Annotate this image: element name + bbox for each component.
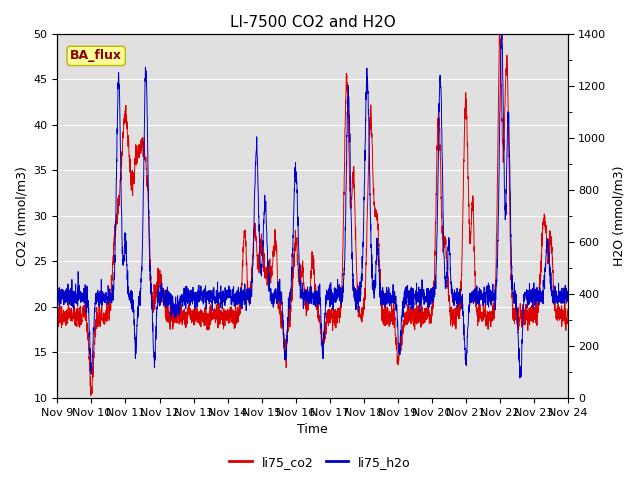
Y-axis label: CO2 (mmol/m3): CO2 (mmol/m3) bbox=[15, 166, 28, 266]
Title: LI-7500 CO2 and H2O: LI-7500 CO2 and H2O bbox=[230, 15, 396, 30]
Y-axis label: H2O (mmol/m3): H2O (mmol/m3) bbox=[612, 166, 625, 266]
X-axis label: Time: Time bbox=[297, 423, 328, 436]
Legend: li75_co2, li75_h2o: li75_co2, li75_h2o bbox=[224, 451, 416, 474]
Text: BA_flux: BA_flux bbox=[70, 49, 122, 62]
